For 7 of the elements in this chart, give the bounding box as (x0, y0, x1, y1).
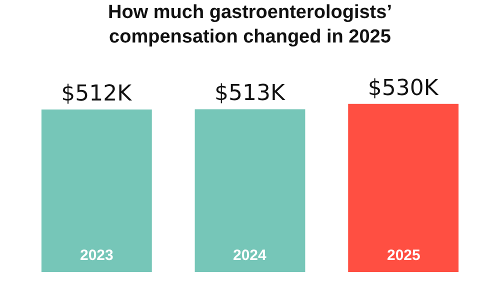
data-label: $512K (61, 82, 132, 107)
x-tick-label: 2023 (80, 247, 114, 264)
x-tick-label: 2024 (233, 247, 268, 264)
chart-title: How much gastroenterologists’ compensation changed in 2025 (108, 2, 392, 48)
data-label: $530K (368, 76, 439, 101)
x-tick-label: 2025 (387, 247, 420, 264)
data-label: $513K (214, 81, 286, 106)
